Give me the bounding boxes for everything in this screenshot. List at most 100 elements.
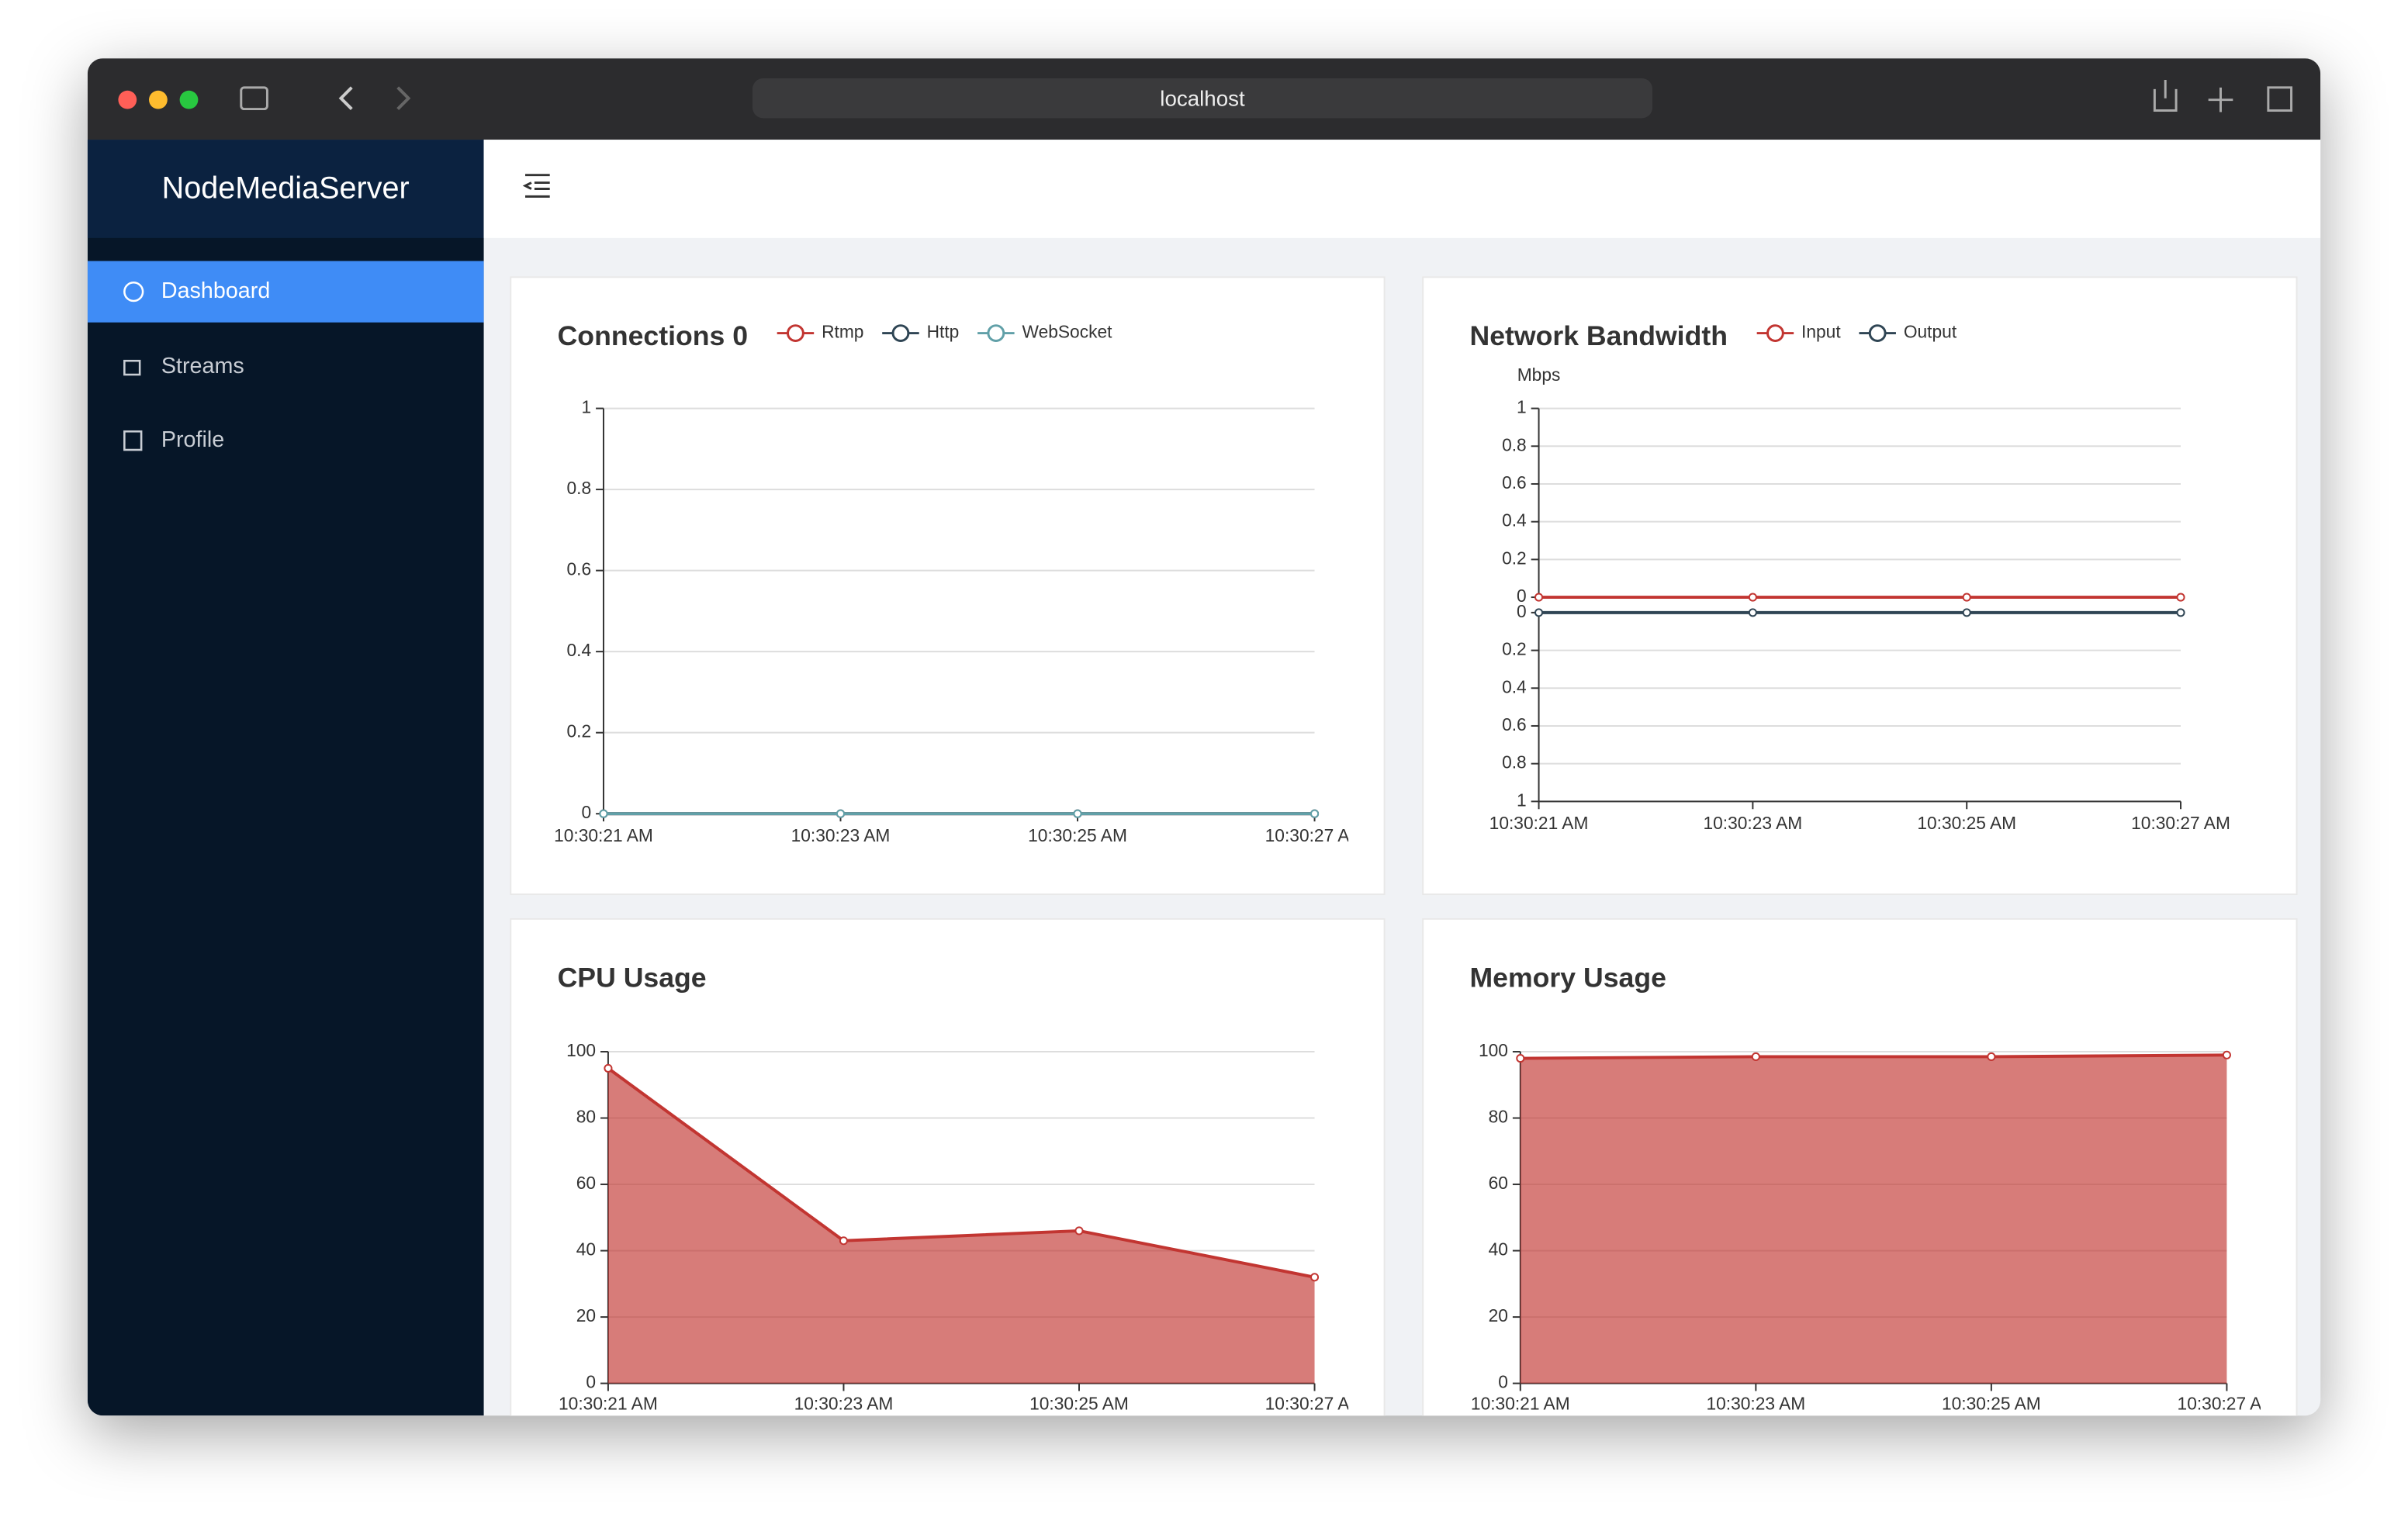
legend-label: Output xyxy=(1904,322,1957,342)
chart-title: Network Bandwidth xyxy=(1469,320,1728,351)
minimize[interactable] xyxy=(149,90,168,109)
y-tick-label: 0.8 xyxy=(567,478,592,498)
point xyxy=(1751,1052,1760,1061)
x-tick-label: 10:30:21 AM xyxy=(1489,813,1589,833)
forward[interactable] xyxy=(396,86,411,110)
y-axis-label: Mbps xyxy=(1517,365,1561,385)
menu-item[interactable]: Dashboard xyxy=(87,261,484,323)
y-tick-label: 40 xyxy=(576,1239,596,1260)
sidebar-toggle[interactable] xyxy=(240,86,268,111)
y-tick-label: 0.4 xyxy=(1502,510,1527,530)
point xyxy=(1534,608,1544,617)
y-tick-label: 20 xyxy=(1489,1305,1508,1325)
point xyxy=(1073,809,1082,818)
x-tick-label: 10:30:23 AM xyxy=(794,1393,894,1413)
card: CPU Usage 0 20 40 60 80 100 10:30:21 AM 10:30:23… xyxy=(510,918,1386,1416)
x-tick-label: 10:30:23 AM xyxy=(1706,1393,1805,1413)
new-tab[interactable] xyxy=(2208,87,2233,112)
point xyxy=(2176,593,2185,602)
point xyxy=(1534,593,1544,602)
point xyxy=(1748,593,1757,602)
point xyxy=(1516,1054,1525,1063)
y-tick-label: 0.2 xyxy=(567,721,592,741)
point xyxy=(599,809,608,818)
close[interactable] xyxy=(118,90,137,109)
legend-marker xyxy=(987,324,1005,342)
x-tick-label: 10:30:25 AM xyxy=(1028,825,1127,845)
point xyxy=(1074,1226,1084,1236)
point xyxy=(1962,608,1971,617)
y-tick-label: 0.4 xyxy=(1502,676,1527,696)
y-tick-label: 80 xyxy=(1489,1107,1508,1127)
legend-marker xyxy=(1868,324,1887,342)
line xyxy=(607,1066,1315,1279)
menu-label: Streams xyxy=(161,354,244,379)
x-tick-label: 10:30:27 AM xyxy=(2178,1393,2277,1413)
legend-label: Input xyxy=(1801,322,1841,342)
legend-marker xyxy=(787,324,804,342)
y-tick-label: 0 xyxy=(1517,586,1527,606)
header xyxy=(483,140,2321,238)
y-tick-label: 100 xyxy=(1479,1040,1508,1060)
toolbar: localhost xyxy=(87,58,2321,140)
y-tick-label: 0.8 xyxy=(1502,752,1527,772)
y-tick-label: 0 xyxy=(586,1372,596,1392)
y-tick-label: 1 xyxy=(1517,397,1527,417)
chart: Memory Usage 0 20 40 60 80 100 10:30:21 AM 10:30… xyxy=(1469,962,2277,1413)
x-tick-label: 10:30:27 AM xyxy=(1265,1393,1365,1413)
legend-label: Http xyxy=(927,322,960,342)
share[interactable] xyxy=(2153,79,2178,112)
x-tick-label: 10:30:27 AM xyxy=(2131,813,2230,833)
y-tick-label: 0.2 xyxy=(1502,548,1527,568)
point xyxy=(836,809,846,818)
zoom[interactable] xyxy=(179,90,199,109)
y-tick-label: 80 xyxy=(576,1107,596,1127)
legend-label: WebSocket xyxy=(1022,322,1113,342)
point xyxy=(2176,608,2185,617)
y-tick-label: 0.2 xyxy=(1502,639,1527,659)
y-tick-label: 0 xyxy=(1517,601,1527,621)
legend-label: Rtmp xyxy=(822,322,863,342)
menu-label: Profile xyxy=(161,428,225,453)
address-bar[interactable]: localhost xyxy=(752,78,1653,119)
point xyxy=(1987,1052,1996,1061)
x-tick-label: 10:30:21 AM xyxy=(1471,1393,1570,1413)
menu-item[interactable]: Profile xyxy=(88,410,484,472)
y-tick-label: 1 xyxy=(1517,790,1527,810)
menu-label: Dashboard xyxy=(161,279,271,304)
icon xyxy=(123,430,143,451)
y-tick-label: 0.4 xyxy=(567,640,592,660)
menu-fold[interactable] xyxy=(522,171,553,202)
point xyxy=(2222,1050,2231,1059)
y-tick-label: 0 xyxy=(1498,1372,1508,1392)
plot: Memory Usage 0 20 40 60 80 100 10:30:21 AM 10:30… xyxy=(1469,962,2277,1413)
y-tick-label: 0.6 xyxy=(567,559,592,579)
back[interactable] xyxy=(338,86,353,110)
legend-marker xyxy=(891,324,910,342)
plot: CPU Usage 0 20 40 60 80 100 10:30:21 AM 10:30:23… xyxy=(558,962,1365,1413)
area xyxy=(607,1068,1315,1384)
y-tick-label: 0 xyxy=(581,802,591,822)
point xyxy=(604,1063,613,1073)
point xyxy=(1748,608,1757,617)
point xyxy=(1962,593,1971,602)
toolbar-icons xyxy=(118,79,2293,112)
y-tick-label: 40 xyxy=(1489,1239,1508,1260)
brand: NodeMediaServer xyxy=(87,140,484,238)
x-tick-label: 10:30:25 AM xyxy=(1917,813,2016,833)
icon xyxy=(123,359,141,376)
menu-item[interactable]: Streams xyxy=(88,337,484,398)
chart-title: Connections 0 xyxy=(558,320,748,351)
chart-title: Memory Usage xyxy=(1469,962,1666,993)
x-tick-label: 10:30:21 AM xyxy=(559,1393,658,1413)
plot: Connections 0 0 0.2 0.4 0.6 0.8 1 10:30:21 AM 10… xyxy=(554,320,1365,845)
x-tick-label: 10:30:23 AM xyxy=(791,825,891,845)
x-tick-label: 10:30:25 AM xyxy=(1942,1393,2041,1413)
card: Memory Usage 0 20 40 60 80 100 10:30:21 AM 10:30… xyxy=(1422,918,2298,1416)
x-tick-label: 10:30:21 AM xyxy=(554,825,653,845)
tabs[interactable] xyxy=(2267,86,2293,112)
point xyxy=(839,1236,849,1246)
x-tick-label: 10:30:27 AM xyxy=(1265,825,1365,845)
point xyxy=(1310,1273,1320,1282)
